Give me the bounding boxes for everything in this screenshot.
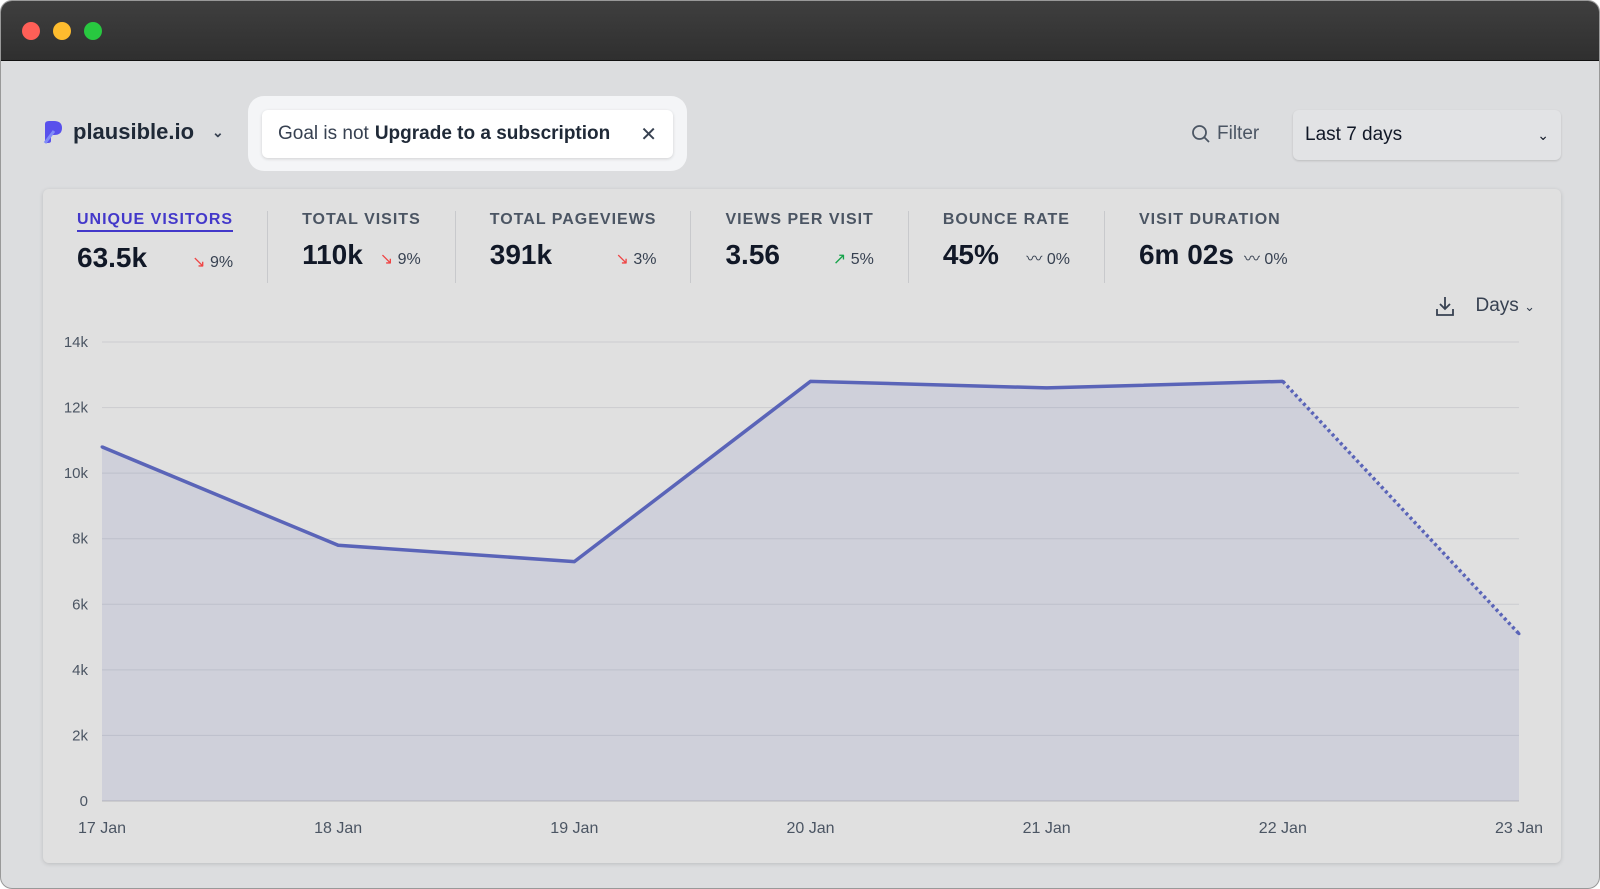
metric-views-per-visit[interactable]: VIEWS PER VISIT 3.56 ↗ 5% bbox=[691, 211, 909, 283]
metric-label: UNIQUE VISITORS bbox=[77, 211, 234, 232]
metric-value: 63.5k bbox=[77, 242, 148, 273]
y-tick-label: 10k bbox=[64, 465, 89, 482]
change-value: 0% bbox=[1046, 251, 1070, 268]
data-point bbox=[336, 543, 340, 547]
metric-bounce-rate[interactable]: BOUNCE RATE 45% 〰 0% bbox=[909, 211, 1105, 283]
metric-change: ↘ 3% bbox=[615, 249, 656, 269]
x-tick-label: 21 Jan bbox=[1023, 820, 1071, 837]
filter-label: Filter bbox=[1217, 123, 1260, 144]
metric-label: TOTAL VISITS bbox=[302, 211, 421, 228]
y-tick-label: 8k bbox=[72, 531, 88, 548]
trend-down-icon: ↘ bbox=[192, 254, 206, 271]
metric-value: 45% bbox=[942, 239, 999, 270]
change-value: 0% bbox=[1264, 251, 1288, 268]
y-tick-label: 2k bbox=[72, 727, 88, 744]
change-value: 5% bbox=[850, 251, 874, 268]
metric-total-visits[interactable]: TOTAL VISITS 110k ↘ 9% bbox=[268, 211, 456, 283]
filter-value: Upgrade to a subscription bbox=[374, 123, 611, 144]
filter-button[interactable]: Filter bbox=[1191, 123, 1259, 145]
y-tick-label: 12k bbox=[64, 400, 89, 417]
metric-label: TOTAL PAGEVIEWS bbox=[489, 211, 657, 228]
minimize-window-button[interactable] bbox=[53, 22, 71, 40]
x-tick-label: 22 Jan bbox=[1259, 820, 1307, 837]
x-tick-label: 23 Jan bbox=[1495, 820, 1543, 837]
metric-change: 〰 0% bbox=[1244, 245, 1288, 269]
incomplete-series-line bbox=[1281, 380, 1521, 635]
y-tick-label: 0 bbox=[80, 793, 88, 810]
metric-change: ↘ 9% bbox=[380, 249, 421, 269]
change-value: 9% bbox=[209, 254, 234, 271]
search-icon bbox=[1192, 125, 1210, 143]
chevron-down-icon: ⌄ bbox=[1524, 299, 1535, 314]
x-tick-label: 19 Jan bbox=[550, 820, 598, 837]
interval-value: Days bbox=[1475, 295, 1519, 316]
metric-value: 3.56 bbox=[725, 239, 780, 270]
site-switcher[interactable]: plausible.io ⌄ bbox=[43, 119, 224, 145]
y-tick-label: 4k bbox=[72, 662, 88, 679]
data-point bbox=[572, 560, 576, 564]
trend-flat-icon: 〰 bbox=[1026, 251, 1043, 268]
area-fill bbox=[102, 381, 1519, 801]
trend-down-icon: ↘ bbox=[379, 251, 394, 268]
data-point bbox=[1281, 379, 1285, 383]
trend-flat-icon: 〰 bbox=[1243, 251, 1260, 268]
change-value: 3% bbox=[633, 251, 657, 268]
stats-card: UNIQUE VISITORS 63.5k ↘ 9% TOTAL VISITS 1… bbox=[43, 189, 1561, 863]
metric-unique-visitors[interactable]: UNIQUE VISITORS 63.5k ↘ 9% bbox=[43, 211, 269, 283]
metric-total-pageviews[interactable]: TOTAL PAGEVIEWS 391k ↘ 3% bbox=[456, 211, 692, 283]
filter-prefix: Goal is not bbox=[278, 123, 369, 144]
x-tick-label: 18 Jan bbox=[314, 820, 362, 837]
data-point bbox=[809, 379, 812, 383]
data-point bbox=[1517, 632, 1521, 636]
close-window-button[interactable] bbox=[22, 22, 40, 40]
metric-value: 110k bbox=[302, 239, 363, 270]
metric-visit-duration[interactable]: VISIT DURATION 6m 02s 〰 0% bbox=[1105, 211, 1322, 283]
metric-change: ↘ 9% bbox=[192, 252, 233, 272]
plausible-logo-icon bbox=[43, 121, 62, 144]
x-tick-label: 20 Jan bbox=[786, 820, 834, 837]
data-point bbox=[1045, 386, 1049, 390]
goal-filter-pill[interactable]: Goal is not Upgrade to a subscription ✕ bbox=[262, 110, 673, 158]
active-filters: Goal is not Upgrade to a subscription ✕ bbox=[248, 96, 687, 171]
metric-label: VIEWS PER VISIT bbox=[725, 211, 874, 228]
y-tick-label: 14k bbox=[64, 334, 89, 351]
trend-up-icon: ↗ bbox=[832, 251, 847, 268]
visitors-chart[interactable]: 0 2k 4k 6k 8k 10k 12k 14k 17 Jan 18 Jan 19 Jan 20 J… bbox=[43, 189, 1561, 863]
change-value: 9% bbox=[397, 251, 421, 268]
metrics-row: UNIQUE VISITORS 63.5k ↘ 9% TOTAL VISITS 1… bbox=[43, 211, 1322, 283]
metric-label: VISIT DURATION bbox=[1138, 211, 1281, 228]
chevron-down-icon: ⌄ bbox=[212, 123, 224, 140]
interval-select[interactable]: Days ⌄ bbox=[1476, 295, 1535, 317]
data-point bbox=[100, 445, 104, 449]
zoom-window-button[interactable] bbox=[84, 22, 102, 40]
metric-value: 6m 02s bbox=[1138, 239, 1234, 270]
site-name: plausible.io bbox=[73, 119, 195, 144]
metric-change: ↗ 5% bbox=[833, 249, 874, 269]
chevron-down-icon: ⌄ bbox=[1537, 126, 1549, 143]
period-select[interactable]: Last 7 days ⌄ bbox=[1293, 110, 1561, 160]
metric-change: 〰 0% bbox=[1026, 245, 1070, 269]
metric-label: BOUNCE RATE bbox=[942, 211, 1070, 228]
title-bar bbox=[1, 1, 1599, 61]
metric-value: 391k bbox=[489, 239, 553, 270]
trend-down-icon: ↘ bbox=[615, 251, 629, 268]
remove-filter-close-icon[interactable]: ✕ bbox=[640, 123, 657, 146]
download-icon[interactable] bbox=[1434, 295, 1456, 317]
x-tick-label: 17 Jan bbox=[78, 820, 126, 837]
series-line bbox=[101, 379, 1283, 564]
period-value: Last 7 days bbox=[1305, 124, 1403, 145]
y-tick-label: 6k bbox=[72, 596, 88, 613]
chart-tools: Days ⌄ bbox=[1434, 295, 1535, 317]
